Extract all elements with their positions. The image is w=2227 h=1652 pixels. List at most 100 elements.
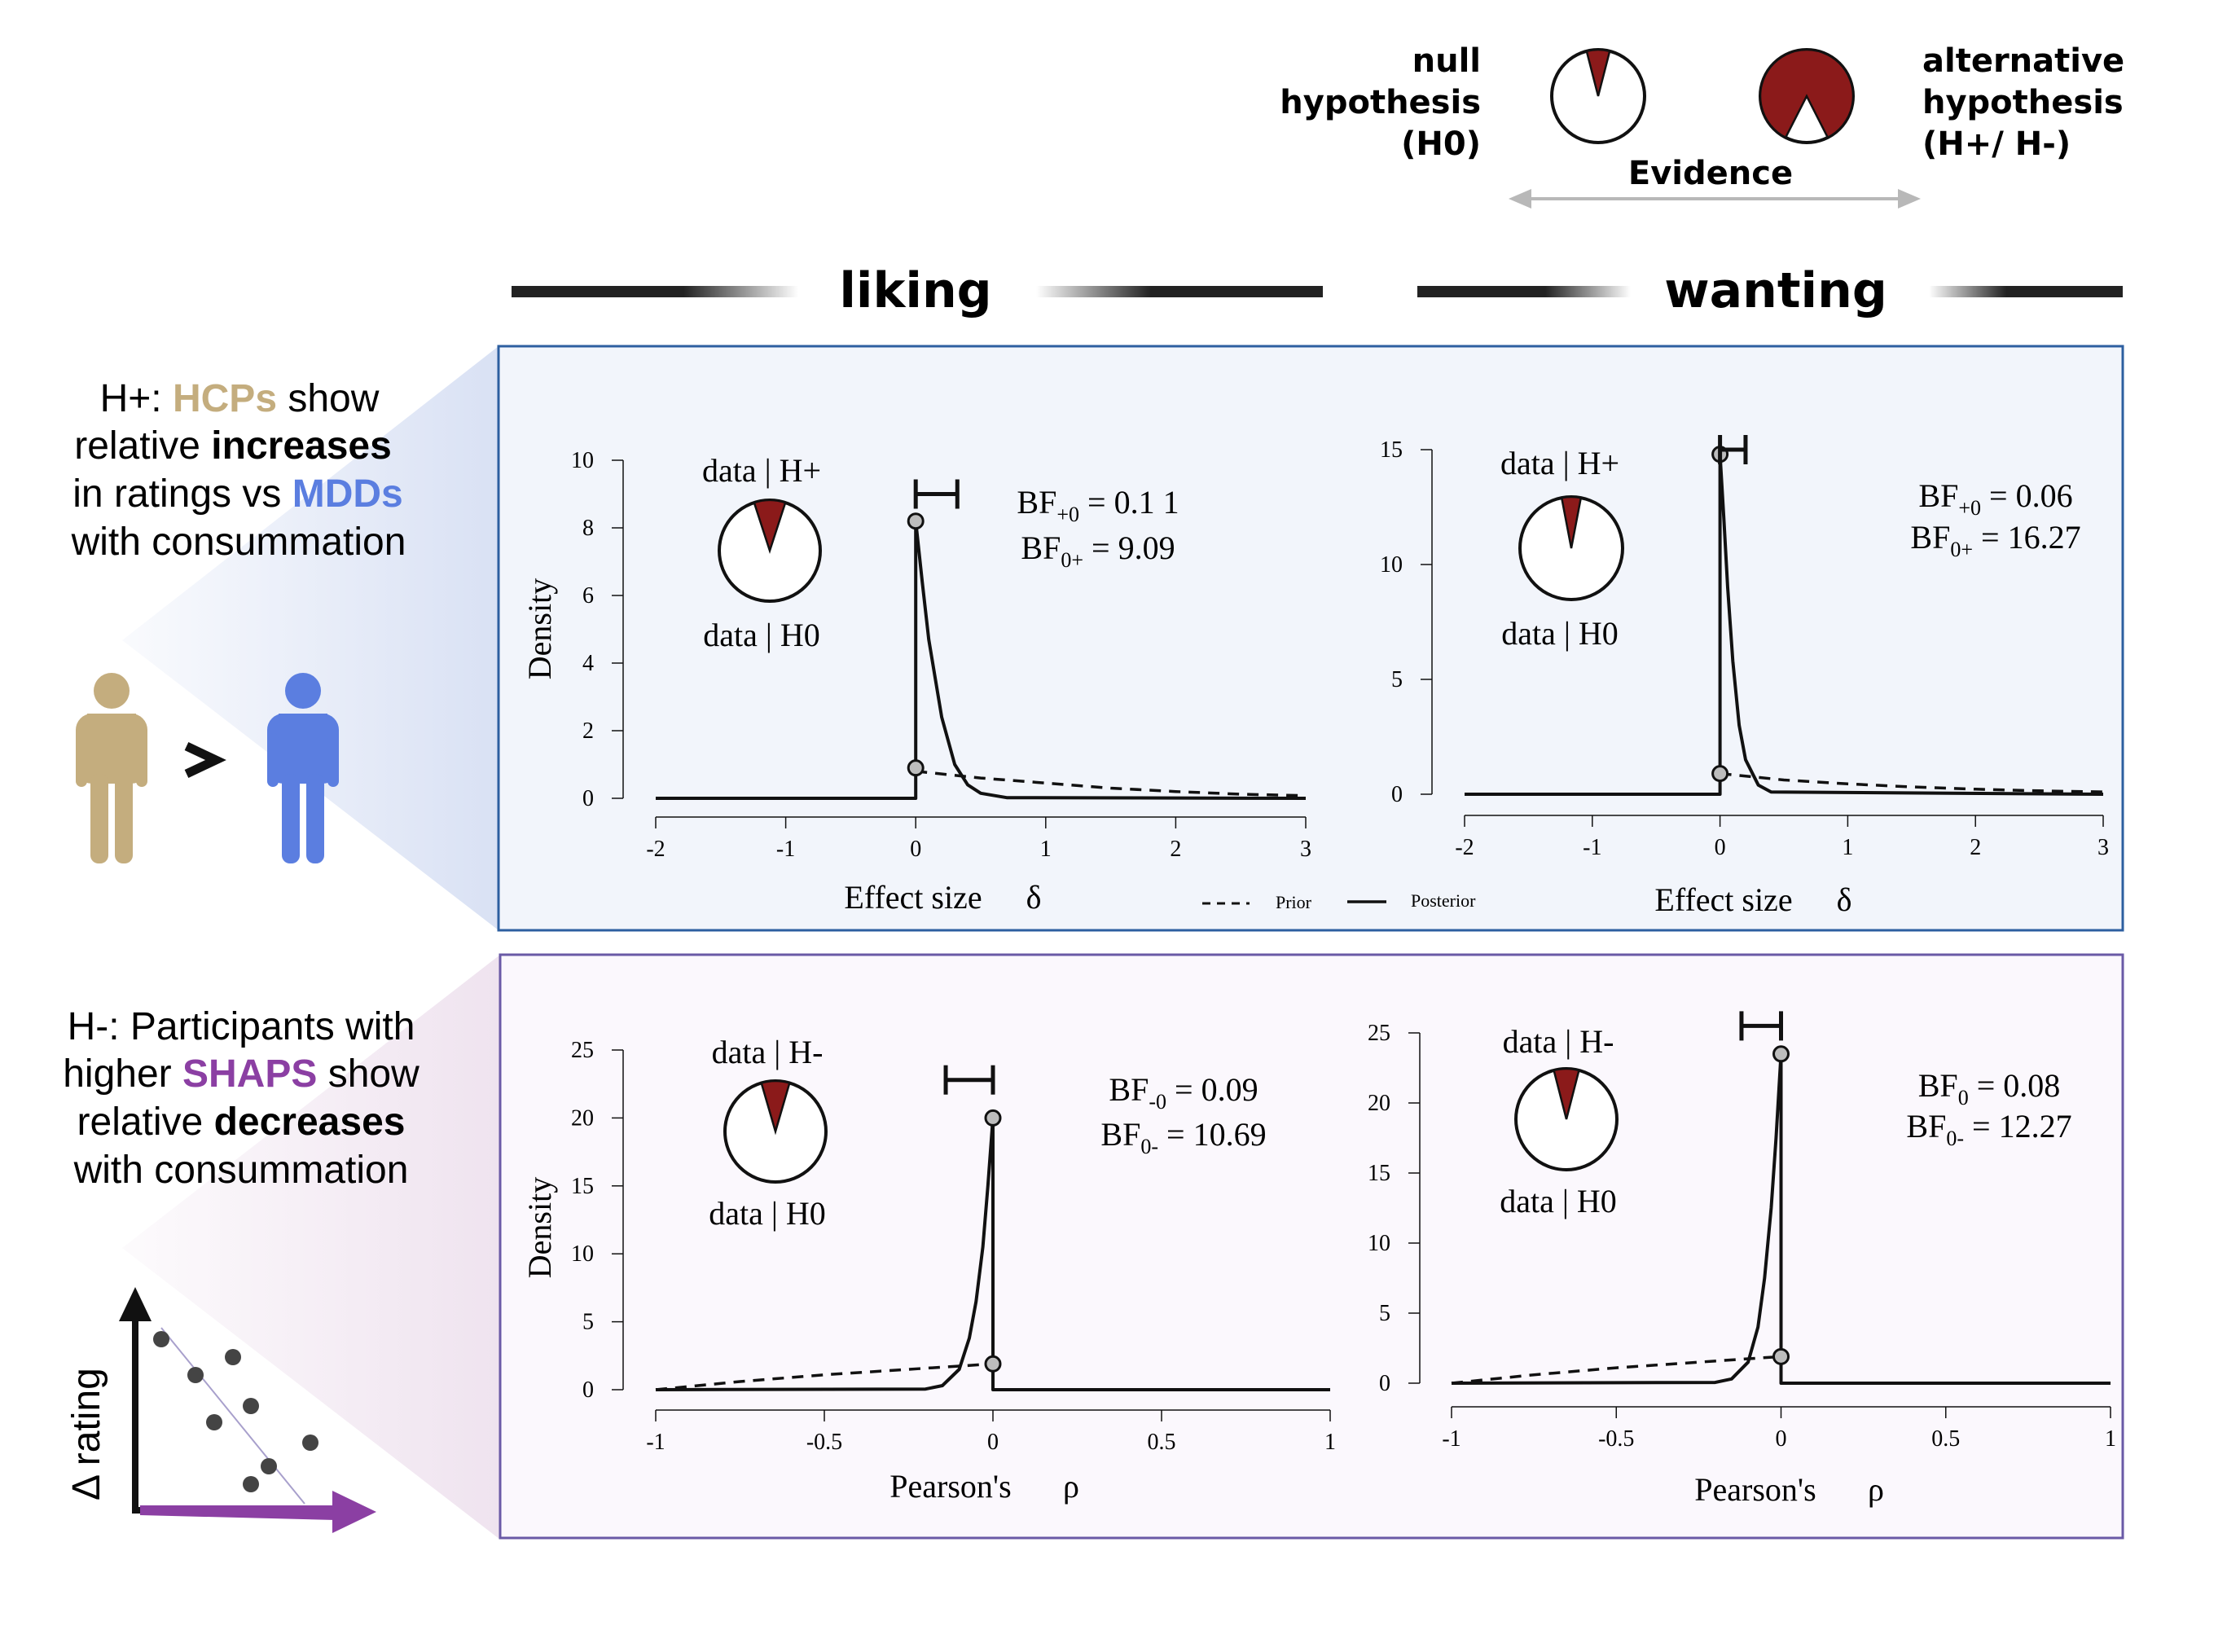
- credible-interval: [1739, 1011, 1783, 1041]
- series-posterior: [1465, 452, 2104, 796]
- series-prior: [655, 1362, 994, 1391]
- null-pie-icon: [1550, 48, 1646, 144]
- x-tick-label: 3: [1300, 837, 1311, 862]
- x-tick-label: 1: [2105, 1426, 2116, 1452]
- evidence-arrow: [1509, 189, 1921, 209]
- chart-wanting-h-plus: 0 5 10 15 -2 -1 0 1 2 3 data | H+ data | H0 BF+0 = 0…: [1380, 435, 2109, 918]
- alt-hypothesis-label-1: alternative: [1922, 42, 2124, 80]
- evidence-label: Evidence: [1628, 155, 1793, 192]
- bf-pie-icon: [723, 1079, 828, 1184]
- bf-pie-icon: [1514, 1067, 1619, 1171]
- y-tick-label: 5: [582, 1310, 594, 1335]
- wanting-header-bar-left: [1417, 286, 1631, 297]
- y-tick-label: 0: [1391, 782, 1403, 807]
- side-top-line-3: in ratings vs MDDs: [72, 472, 402, 516]
- y-axis-label: Density: [521, 1177, 558, 1278]
- x-tick-label: -1: [1583, 835, 1601, 860]
- x-axis-label: Pearson's: [1694, 1471, 1816, 1508]
- series-prior: [1720, 771, 2104, 793]
- alt-pie-icon: [1759, 48, 1855, 144]
- wanting-header-bar-right: [1929, 286, 2123, 297]
- bayes-factor-label: BF0+ = 16.27: [1910, 519, 2080, 561]
- y-tick-label: 25: [1368, 1021, 1390, 1046]
- credible-interval: [943, 1065, 995, 1095]
- column-headers: liking wanting: [512, 262, 2123, 319]
- side-top-line-2: relative increases: [74, 424, 392, 468]
- delta-rating-label: Δ rating: [65, 1368, 108, 1500]
- y-tick-label: 6: [582, 583, 594, 609]
- x-tick-label: -0.5: [806, 1430, 842, 1455]
- bayes-factor-label: BF+0 = 0.1 1: [1017, 484, 1179, 526]
- alt-pie-wedge: [1759, 48, 1855, 139]
- bottom-panel: [499, 953, 2124, 1540]
- scatter-icon: Δ rating: [65, 1287, 376, 1533]
- bayes-factor-label: BF+0 = 0.06: [1918, 477, 2072, 520]
- y-tick-label: 25: [571, 1038, 594, 1063]
- density-point: [1772, 1347, 1790, 1365]
- scatter-icon-x-arrow: [332, 1491, 376, 1533]
- y-tick-label: 0: [582, 1377, 594, 1403]
- y-tick-label: 5: [1391, 667, 1403, 692]
- y-tick-label: 15: [1368, 1161, 1390, 1186]
- y-tick-label: 20: [1368, 1091, 1390, 1116]
- y-tick-label: 4: [582, 651, 594, 676]
- x-tick-label: 0: [910, 837, 921, 862]
- top-panel: [497, 345, 2124, 932]
- x-tick-label: -0.5: [1598, 1426, 1634, 1452]
- chart-liking-h-minus: 0 5 10 15 20 25 -1 -0.5 0 0.5 1 data | H-data | H0 B…: [521, 1034, 1336, 1505]
- bayes-factor-label: BF0 = 0.08: [1918, 1067, 2061, 1109]
- x-tick-label: 2: [1170, 837, 1181, 862]
- bayes-factor-label: BF0- = 10.69: [1100, 1116, 1266, 1158]
- chart-wanting-h-minus: 0 5 10 15 20 25 -1 -0.5 0 0.5 1 data | H-data | H0 B…: [1368, 1011, 2116, 1508]
- y-tick-label: 20: [571, 1105, 594, 1131]
- density-point: [1711, 765, 1729, 783]
- x-tick-label: 0: [1776, 1426, 1787, 1452]
- y-tick-label: 15: [571, 1174, 594, 1199]
- greater-than-icon: [184, 742, 226, 778]
- y-tick-label: 15: [1380, 437, 1403, 463]
- x-axis-symbol: δ: [1026, 879, 1042, 916]
- scatter-icon-x-band: [140, 1505, 336, 1520]
- density-point: [984, 1109, 1002, 1127]
- pie-top-label: data | H-: [1503, 1023, 1614, 1060]
- y-tick-label: 0: [1379, 1371, 1390, 1396]
- x-axis-label: Effect size: [1654, 881, 1792, 918]
- y-tick-label: 10: [1368, 1231, 1390, 1256]
- pie-bottom-label: data | H0: [1500, 1183, 1617, 1219]
- null-pie: [1550, 48, 1646, 144]
- side-bottom-line-1: H-: Participants with: [68, 1005, 415, 1048]
- y-tick-label: 5: [1379, 1301, 1390, 1326]
- x-tick-label: 2: [1970, 835, 1981, 860]
- x-tick-label: -1: [1442, 1426, 1461, 1452]
- pie-top-label: data | H+: [702, 452, 821, 489]
- x-tick-label: 0: [987, 1430, 999, 1455]
- null-hypothesis-label-2: hypothesis: [1280, 84, 1481, 121]
- bf-pie-icon-wedge: [753, 499, 787, 555]
- pie-bottom-label: data | H0: [709, 1195, 826, 1232]
- series-prior: [916, 770, 1307, 797]
- pie-top-label: data | H+: [1500, 445, 1619, 481]
- alt-hypothesis-label-3: (H+/ H-): [1922, 125, 2071, 163]
- scatter-icon-points: [153, 1331, 318, 1492]
- x-tick-label: -2: [1455, 835, 1474, 860]
- x-axis-label: Effect size: [844, 879, 982, 916]
- side-bottom-line-3: relative decreases: [77, 1101, 406, 1144]
- series-prior: [1451, 1355, 1781, 1385]
- posterior-legend-label: Posterior: [1411, 890, 1476, 911]
- x-tick-label: -1: [776, 837, 795, 862]
- credible-interval: [1718, 435, 1748, 464]
- hcp-person-icon: [76, 673, 147, 863]
- x-tick-label: 3: [2097, 835, 2109, 860]
- y-tick-label: 10: [571, 1241, 594, 1267]
- x-tick-label: 1: [1324, 1430, 1336, 1455]
- x-axis-symbol: ρ: [1868, 1471, 1884, 1508]
- pie-top-label: data | H-: [712, 1034, 824, 1070]
- bayes-factor-label: BF0- = 12.27: [1906, 1108, 2071, 1150]
- top-wedge: [122, 346, 499, 930]
- pie-bottom-label: data | H0: [703, 617, 820, 653]
- mdd-person-icon: [267, 673, 339, 863]
- x-axis-symbol: δ: [1837, 881, 1852, 918]
- y-tick-label: 8: [582, 516, 594, 541]
- x-tick-label: 0.5: [1148, 1430, 1176, 1455]
